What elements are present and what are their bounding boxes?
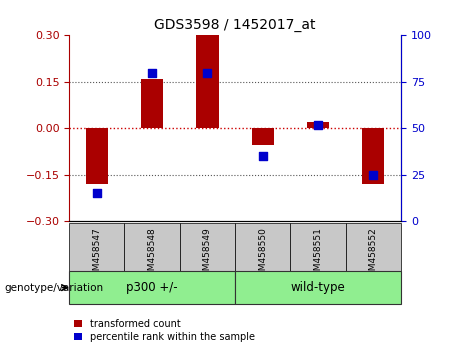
Text: GSM458548: GSM458548 — [148, 227, 157, 281]
Bar — [141, 79, 163, 128]
Point — [148, 70, 156, 75]
Bar — [196, 35, 219, 128]
Bar — [86, 128, 108, 184]
Bar — [362, 128, 384, 184]
Bar — [235, 223, 290, 271]
Text: wild-type: wild-type — [291, 281, 345, 294]
Point — [370, 172, 377, 178]
Bar — [180, 223, 235, 271]
Bar — [69, 223, 124, 271]
Bar — [290, 223, 346, 271]
Text: GSM458551: GSM458551 — [313, 227, 323, 282]
Text: GSM458547: GSM458547 — [92, 227, 101, 281]
Bar — [307, 122, 329, 128]
Bar — [124, 223, 180, 271]
Text: p300 +/-: p300 +/- — [126, 281, 178, 294]
Legend: transformed count, percentile rank within the sample: transformed count, percentile rank withi… — [74, 319, 254, 342]
Bar — [69, 271, 235, 304]
Title: GDS3598 / 1452017_at: GDS3598 / 1452017_at — [154, 18, 316, 32]
Text: genotype/variation: genotype/variation — [5, 282, 104, 293]
Text: GSM458549: GSM458549 — [203, 227, 212, 281]
Bar — [252, 128, 274, 145]
Point — [314, 122, 322, 127]
Point — [204, 70, 211, 75]
Text: GSM458550: GSM458550 — [258, 227, 267, 282]
Point — [93, 190, 100, 196]
Bar — [346, 223, 401, 271]
Bar — [235, 271, 401, 304]
Point — [259, 153, 266, 159]
Text: GSM458552: GSM458552 — [369, 227, 378, 281]
